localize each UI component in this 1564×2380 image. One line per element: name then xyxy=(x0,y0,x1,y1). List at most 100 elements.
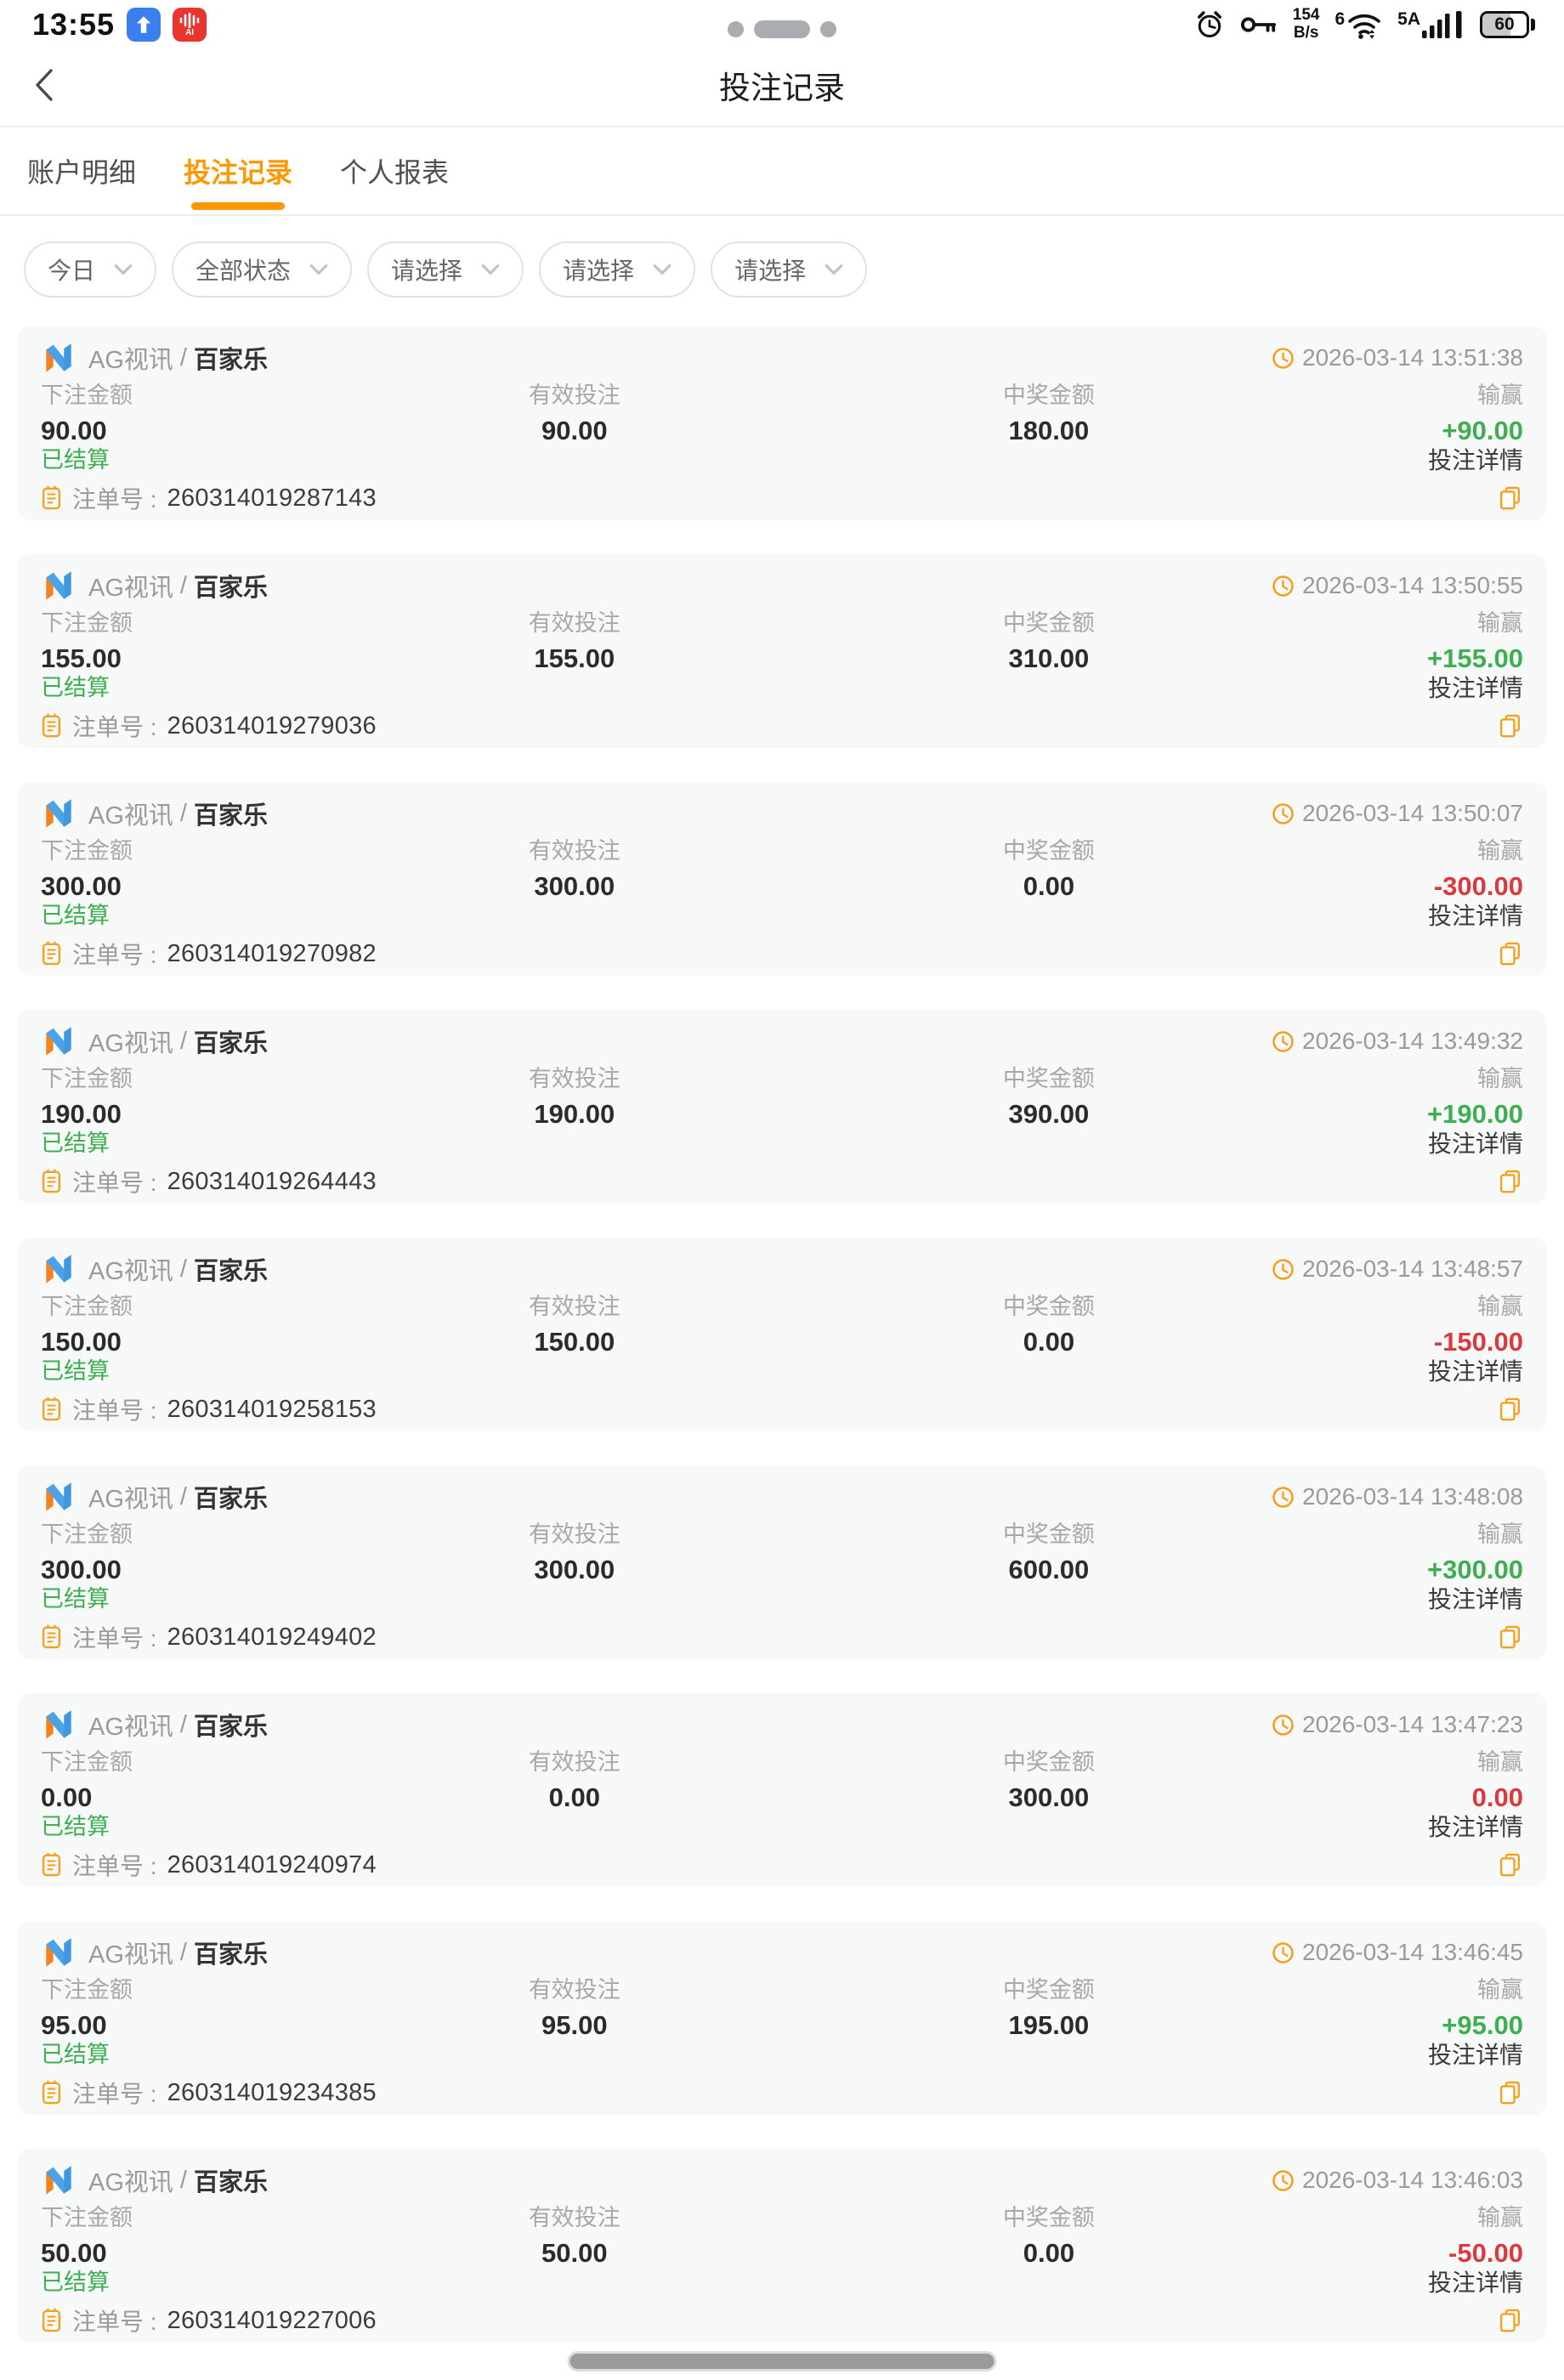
battery-nub xyxy=(1531,19,1535,31)
tab-bet-records[interactable]: 投注记录 xyxy=(184,128,292,214)
tab-personal-report[interactable]: 个人报表 xyxy=(340,128,449,214)
filter-select-1[interactable]: 请选择 xyxy=(367,241,524,298)
copy-order-button[interactable] xyxy=(1497,712,1523,740)
alarm-icon xyxy=(1194,9,1225,40)
provider-logo-icon xyxy=(41,796,76,831)
bet-detail-link[interactable]: 投注详情 xyxy=(1427,447,1523,473)
filter-select-2[interactable]: 请选择 xyxy=(539,241,696,298)
win-amount-value: 0.00 xyxy=(1023,2238,1075,2268)
record-time-group: 2026-03-14 13:48:08 xyxy=(1272,1483,1523,1510)
win-amount-value: 195.00 xyxy=(1008,2010,1090,2040)
bet-detail-link[interactable]: 投注详情 xyxy=(1427,2042,1523,2068)
bet-detail-link[interactable]: 投注详情 xyxy=(1427,1130,1523,1157)
record-values-row: 95.00 95.00 195.00 +95.00 xyxy=(41,2012,1523,2038)
record-labels-row: 下注金额 有效投注 中奖金额 输赢 xyxy=(41,1295,1523,1318)
bet-detail-link[interactable]: 投注详情 xyxy=(1427,1586,1523,1612)
bet-detail-link[interactable]: 投注详情 xyxy=(1427,675,1523,701)
filter-status[interactable]: 全部状态 xyxy=(172,241,353,298)
record-time-group: 2026-03-14 13:46:03 xyxy=(1272,2167,1523,2194)
bet-detail-link[interactable]: 投注详情 xyxy=(1427,2270,1523,2296)
tab-label: 个人报表 xyxy=(340,157,450,188)
copy-icon xyxy=(1499,2081,1522,2105)
record-time-group: 2026-03-14 13:50:07 xyxy=(1272,800,1523,827)
order-note-icon xyxy=(41,2308,62,2333)
game-name: 百家乐 xyxy=(193,1486,268,1513)
record-values-row: 300.00 300.00 0.00 -300.00 xyxy=(41,873,1523,899)
copy-order-button[interactable] xyxy=(1497,2079,1523,2107)
record-timestamp: 2026-03-14 13:50:55 xyxy=(1302,572,1523,598)
order-number-group: 注单号 : 260314019258153 xyxy=(41,1392,377,1426)
bet-detail-link[interactable]: 投注详情 xyxy=(1427,1814,1523,1840)
provider-game-separator: / xyxy=(179,1482,187,1510)
status-badge: 已结算 xyxy=(41,2042,110,2067)
filter-label: 请选择 xyxy=(391,258,463,284)
order-number-group: 注单号 : 260314019287143 xyxy=(41,481,377,515)
valid-bet-value: 50.00 xyxy=(541,2238,608,2268)
back-button[interactable] xyxy=(26,60,61,110)
game-name: 百家乐 xyxy=(193,802,268,830)
filter-date[interactable]: 今日 xyxy=(24,241,157,298)
record-order-row: 注单号 : 260314019270982 xyxy=(41,937,1523,971)
chevron-down-icon xyxy=(824,264,843,275)
copy-order-button[interactable] xyxy=(1497,484,1523,513)
copy-order-button[interactable] xyxy=(1497,1851,1523,1879)
record-card: AG视讯 / 百家乐 2026-03-14 13:51:38 下注金额 有效投注… xyxy=(17,326,1547,520)
record-order-row: 注单号 : 260314019258153 xyxy=(41,1392,1523,1426)
copy-order-button[interactable] xyxy=(1497,1168,1523,1196)
record-status-row: 已结算 投注详情 xyxy=(41,2270,1523,2296)
bet-detail-link[interactable]: 投注详情 xyxy=(1427,903,1523,929)
valid-bet-value: 300.00 xyxy=(534,871,615,901)
copy-icon xyxy=(1499,1625,1522,1650)
record-timestamp: 2026-03-14 13:50:07 xyxy=(1302,800,1523,826)
order-number-value: 260314019227006 xyxy=(167,2306,377,2334)
provider-game-separator: / xyxy=(179,1255,187,1283)
copy-order-button[interactable] xyxy=(1497,1624,1523,1652)
copy-icon xyxy=(1499,1397,1522,1422)
provider-logo-icon xyxy=(41,1707,76,1742)
order-number-group: 注单号 : 260314019264443 xyxy=(41,1164,377,1198)
provider-logo-icon xyxy=(41,1251,76,1287)
record-card: AG视讯 / 百家乐 2026-03-14 13:46:03 下注金额 有效投注… xyxy=(17,2149,1547,2343)
valid-bet-value: 150.00 xyxy=(534,1327,615,1357)
order-note-icon xyxy=(41,713,62,739)
record-order-row: 注单号 : 260314019249402 xyxy=(41,1620,1523,1654)
win-amount-label: 中奖金额 xyxy=(1002,838,1095,864)
pnl-label: 输赢 xyxy=(1476,838,1523,864)
valid-bet-label: 有效投注 xyxy=(528,2205,620,2230)
status-badge: 已结算 xyxy=(41,1130,110,1156)
copy-order-button[interactable] xyxy=(1497,2307,1523,2335)
record-labels-row: 下注金额 有效投注 中奖金额 输赢 xyxy=(41,840,1523,863)
valid-bet-label: 有效投注 xyxy=(528,1749,620,1775)
filter-select-3[interactable]: 请选择 xyxy=(711,241,868,298)
copy-order-button[interactable] xyxy=(1497,1396,1523,1424)
clock-icon xyxy=(1272,575,1295,598)
record-header: AG视讯 / 百家乐 2026-03-14 13:48:08 xyxy=(41,1477,1523,1516)
record-values-row: 50.00 50.00 0.00 -50.00 xyxy=(41,2240,1523,2266)
record-timestamp: 2026-03-14 13:48:57 xyxy=(1302,1255,1523,1282)
bottom-scrollbar-handle[interactable] xyxy=(567,2351,997,2372)
copy-order-button[interactable] xyxy=(1497,940,1523,968)
clock-icon xyxy=(1272,1258,1295,1281)
record-labels-row: 下注金额 有效投注 中奖金额 输赢 xyxy=(41,1751,1523,1774)
pnl-label: 输赢 xyxy=(1476,1977,1523,2003)
order-number-prefix: 注单号 : xyxy=(72,1397,157,1424)
order-number-prefix: 注单号 : xyxy=(72,2081,157,2107)
record-labels-row: 下注金额 有效投注 中奖金额 输赢 xyxy=(41,2207,1523,2230)
status-badge: 已结算 xyxy=(41,1586,110,1612)
bet-amount-label: 下注金额 xyxy=(41,1749,133,1775)
clock-icon xyxy=(1272,1030,1295,1053)
record-header: AG视讯 / 百家乐 2026-03-14 13:51:38 xyxy=(41,338,1523,377)
order-note-icon xyxy=(41,1397,62,1422)
record-header: AG视讯 / 百家乐 2026-03-14 13:49:32 xyxy=(41,1022,1523,1061)
record-order-row: 注单号 : 260314019234385 xyxy=(41,2076,1523,2110)
filter-label: 请选择 xyxy=(563,258,635,284)
copy-icon xyxy=(1499,486,1522,511)
pnl-label: 输赢 xyxy=(1476,1066,1523,1091)
tab-account-detail[interactable]: 账户明细 xyxy=(27,128,136,214)
filter-bar: 今日 全部状态 请选择 请选择 请选择 xyxy=(0,216,1564,326)
order-number-group: 注单号 : 260314019234385 xyxy=(41,2076,377,2110)
pnl-label: 输赢 xyxy=(1476,1522,1523,1547)
tab-label: 账户明细 xyxy=(27,157,137,188)
pnl-value: -50.00 xyxy=(1448,2238,1523,2268)
bet-detail-link[interactable]: 投注详情 xyxy=(1427,1358,1523,1385)
